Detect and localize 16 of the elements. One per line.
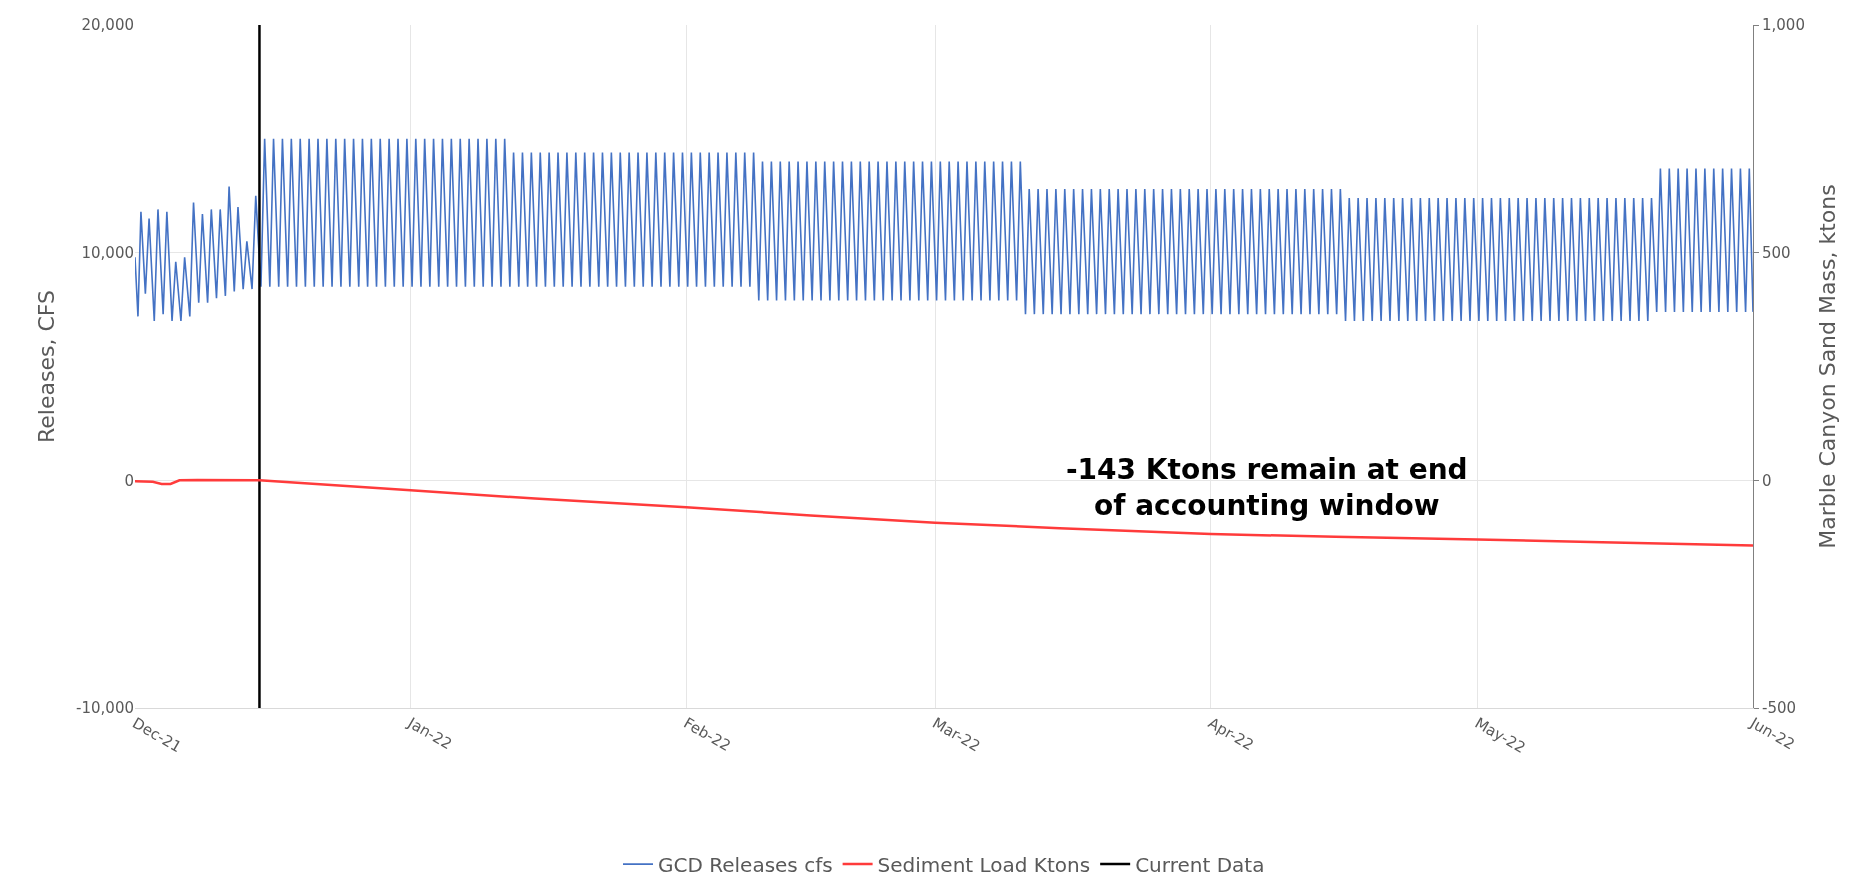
- annotation: -143 Ktons remain at end of accounting window: [1066, 453, 1468, 523]
- y2-tick-label: 1,000: [1762, 16, 1805, 35]
- y2-tick-label: 500: [1762, 243, 1791, 262]
- y2-tick-label: -500: [1762, 699, 1797, 718]
- legend-label: Sediment Load Ktons: [877, 852, 1091, 877]
- line-series: [135, 478, 1753, 547]
- y-tick-label: 0: [124, 471, 134, 490]
- y-axis-title: Releases, CFS: [33, 289, 59, 444]
- y2-tick-label: 0: [1762, 471, 1772, 490]
- line-series: [135, 138, 1753, 322]
- y-tick-label: 20,000: [81, 16, 134, 35]
- legend-label: Current Data: [1135, 852, 1265, 877]
- y-tick-label: 10,000: [81, 243, 134, 262]
- legend-label: GCD Releases cfs: [658, 852, 833, 877]
- y-tick-label: -10,000: [76, 699, 134, 718]
- y2-axis-title: Marble Canyon Sand Mass, ktons: [1814, 184, 1840, 549]
